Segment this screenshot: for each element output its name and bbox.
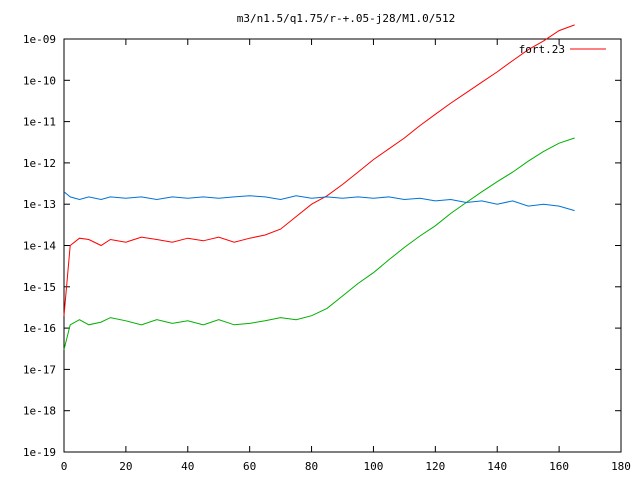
y-tick-label: 1e-16 bbox=[23, 322, 56, 335]
legend: fort.23 bbox=[519, 43, 606, 56]
x-tick-label: 60 bbox=[243, 460, 256, 473]
series-lines bbox=[63, 24, 575, 350]
series-line-3 bbox=[63, 191, 575, 212]
x-tick-label: 100 bbox=[364, 460, 384, 473]
y-tick-label: 1e-12 bbox=[23, 157, 56, 170]
x-tick-label: 40 bbox=[181, 460, 194, 473]
y-tick-label: 1e-11 bbox=[23, 116, 56, 129]
x-tick-label: 180 bbox=[611, 460, 631, 473]
y-tick-label: 1e-10 bbox=[23, 74, 56, 87]
x-tick-label: 120 bbox=[425, 460, 445, 473]
axes: 0 20 40 60 80 100 120 140 160 180 1e-19 1e-18 1e-17 1… bbox=[23, 33, 631, 473]
y-tick-label: 1e-13 bbox=[23, 198, 56, 211]
series-line-1 bbox=[63, 24, 575, 316]
y-tick-label: 1e-17 bbox=[23, 363, 56, 376]
x-tick-label: 140 bbox=[487, 460, 507, 473]
chart-title: m3/n1.5/q1.75/r-+.05-j28/M1.0/512 bbox=[237, 12, 456, 25]
y-tick-label: 1e-18 bbox=[23, 405, 56, 418]
y-tick-label: 1e-14 bbox=[23, 240, 56, 253]
y-tick-label: 1e-15 bbox=[23, 281, 56, 294]
y-tick-label: 1e-09 bbox=[23, 33, 56, 46]
x-tick-label: 160 bbox=[549, 460, 569, 473]
series-line-2 bbox=[63, 137, 575, 350]
x-tick-label: 0 bbox=[61, 460, 68, 473]
y-tick-label: 1e-19 bbox=[23, 446, 56, 459]
plot-area bbox=[63, 38, 622, 453]
x-tick-label: 20 bbox=[119, 460, 132, 473]
x-tick-label: 80 bbox=[305, 460, 318, 473]
legend-label: fort.23 bbox=[519, 43, 565, 56]
